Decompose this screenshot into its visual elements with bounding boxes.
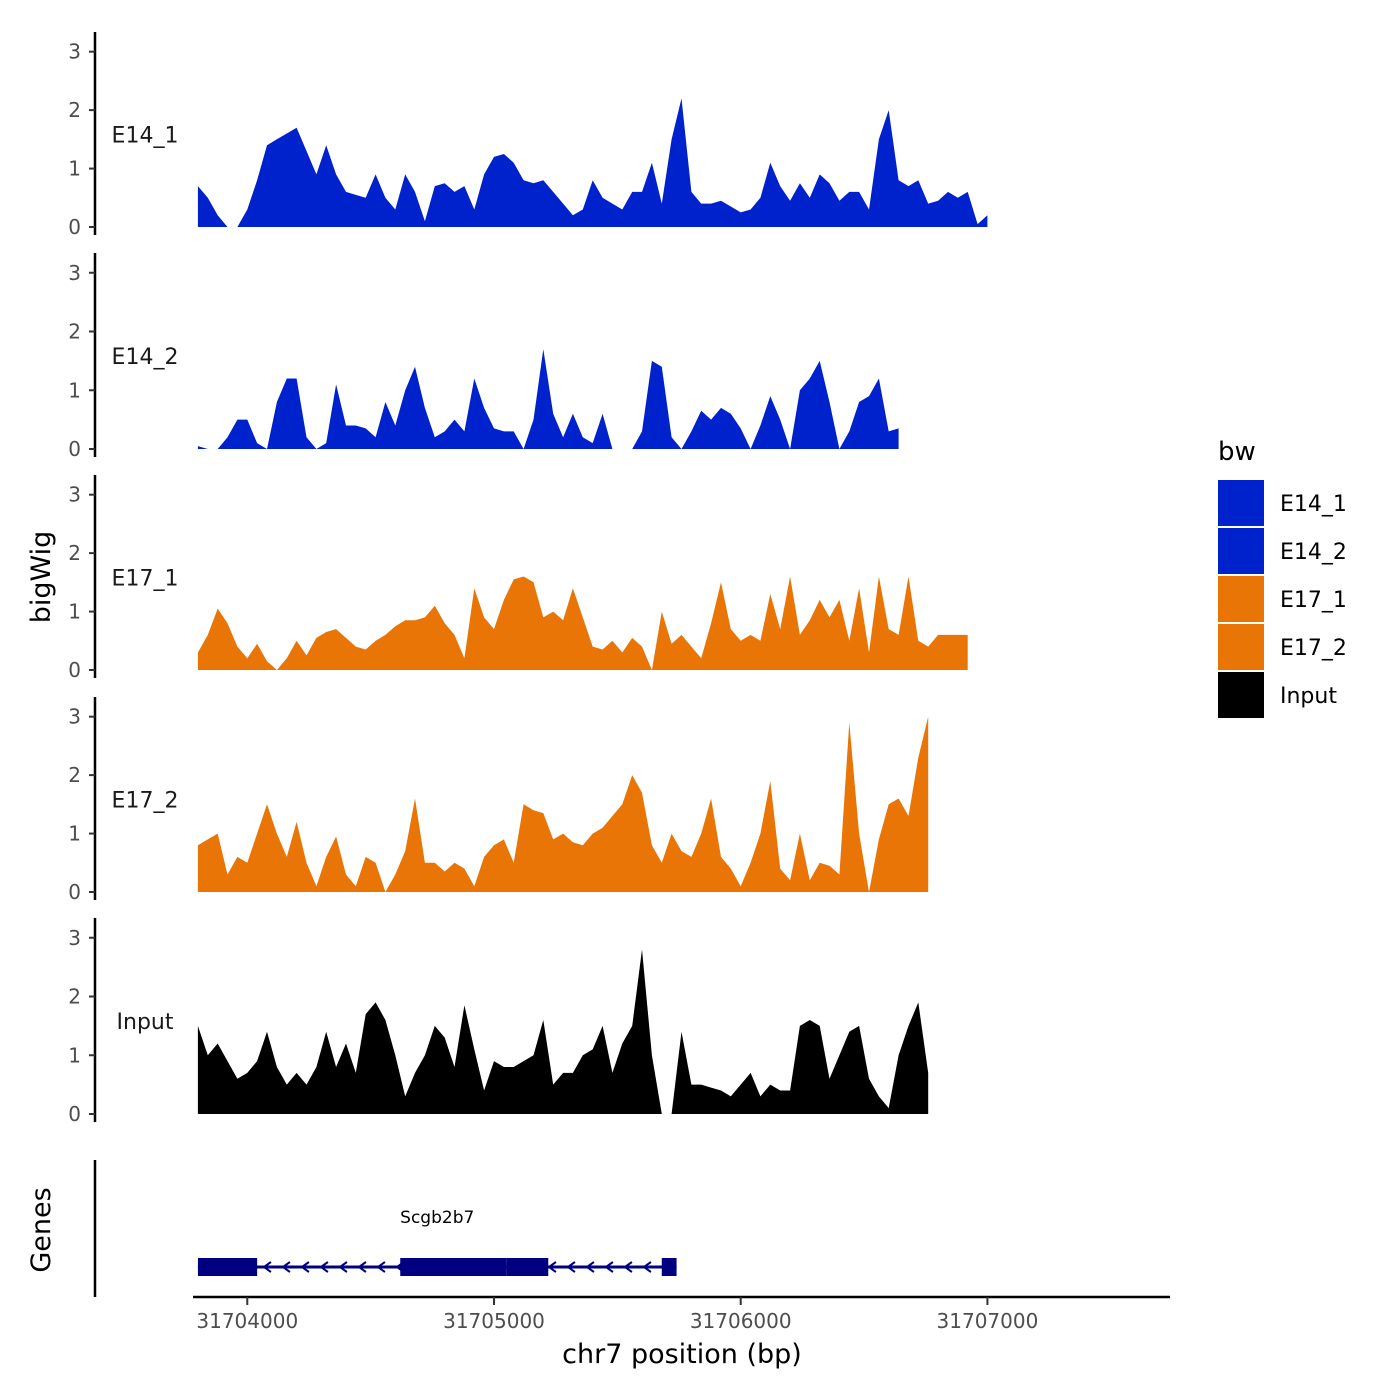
track-label-E17_2: E17_2 <box>112 789 179 814</box>
y-tick-label-Input-3: 3 <box>68 926 81 950</box>
strand-chevron <box>357 1261 367 1273</box>
strand-chevron <box>376 1261 386 1273</box>
x-tick-label-31707000: 31707000 <box>937 1309 1039 1333</box>
area-E14_2 <box>197 349 899 449</box>
area-E17_2 <box>197 716 929 892</box>
x-tick-label-31706000: 31706000 <box>690 1309 792 1333</box>
area-E14_1 <box>197 98 988 228</box>
legend-title: bw <box>1218 437 1256 467</box>
strand-chevron <box>566 1261 576 1273</box>
legend-swatch-E17_1 <box>1218 576 1264 622</box>
track-E17_2: 0 1 2 3 E17_2 <box>68 697 929 904</box>
y-tick-label-E14_2-1: 1 <box>68 378 81 402</box>
legend-label-E14_2: E14_2 <box>1280 540 1347 565</box>
genes-panel: Scgb2b7 <box>93 1160 677 1297</box>
y-tick-label-E17_2-2: 2 <box>68 763 81 787</box>
strand-chevron <box>585 1261 595 1273</box>
legend-swatch-E17_2 <box>1218 624 1264 670</box>
track-label-E17_1: E17_1 <box>112 567 179 592</box>
track-E14_2: 0 1 2 3 E14_2 <box>68 253 899 461</box>
legend-label-Input: Input <box>1280 684 1337 709</box>
legend-swatch-E14_2 <box>1218 528 1264 574</box>
y-tick-label-Input-1: 1 <box>68 1043 81 1067</box>
strand-chevron <box>604 1261 614 1273</box>
area-E17_1 <box>197 576 968 670</box>
legend: bw E14_1 E14_2 E17_1 E17_2 Input <box>1218 437 1347 718</box>
gene-Scgb2b7: Scgb2b7 <box>197 1208 677 1276</box>
legend-label-E17_1: E17_1 <box>1280 588 1347 613</box>
exon-3 <box>506 1258 549 1276</box>
strand-chevron <box>300 1261 310 1273</box>
track-label-Input: Input <box>117 1010 174 1035</box>
exon-4 <box>661 1258 677 1276</box>
x-axis: 31704000 31705000 31706000 31707000 <box>193 1295 1170 1333</box>
y-tick-label-Input-0: 0 <box>68 1102 81 1126</box>
strand-chevron <box>319 1261 329 1273</box>
y-tick-label-E14_1-3: 3 <box>68 40 81 64</box>
y-tick-label-E14_2-2: 2 <box>68 320 81 344</box>
x-tick-label-31705000: 31705000 <box>443 1309 545 1333</box>
genes-axis-title: Genes <box>26 1187 57 1272</box>
y-tick-label-E17_2-3: 3 <box>68 705 81 729</box>
legend-label-E17_2: E17_2 <box>1280 636 1347 661</box>
y-tick-label-E17_1-3: 3 <box>68 483 81 507</box>
gene-label: Scgb2b7 <box>400 1208 474 1228</box>
legend-swatch-E14_1 <box>1218 480 1264 526</box>
y-axis-title: bigWig <box>26 531 57 624</box>
exon-1 <box>197 1258 258 1276</box>
x-tick-label-31704000: 31704000 <box>196 1309 298 1333</box>
y-tick-label-E17_1-1: 1 <box>68 600 81 624</box>
y-tick-label-E14_1-2: 2 <box>68 98 81 122</box>
area-Input <box>197 949 929 1114</box>
bigwig-tracks: 0 1 2 3 E14_1 0 1 2 3 E14_2 0 1 2 3 E17_1 0 1 2 3 E17_2 0 1 2 3… <box>68 32 988 1126</box>
strand-chevron <box>642 1261 652 1273</box>
y-tick-label-E17_2-1: 1 <box>68 822 81 846</box>
x-axis-title: chr7 position (bp) <box>562 1339 802 1370</box>
y-tick-label-E17_1-2: 2 <box>68 541 81 565</box>
y-tick-label-E14_2-0: 0 <box>68 437 81 461</box>
y-tick-label-E14_1-1: 1 <box>68 157 81 181</box>
y-tick-label-E14_2-3: 3 <box>68 261 81 285</box>
track-E14_1: 0 1 2 3 E14_1 <box>68 32 988 239</box>
y-tick-label-E17_1-0: 0 <box>68 658 81 682</box>
y-tick-label-Input-2: 2 <box>68 985 81 1009</box>
y-tick-label-E14_1-0: 0 <box>68 215 81 239</box>
legend-swatch-Input <box>1218 672 1264 718</box>
exon-2 <box>400 1258 507 1276</box>
track-E17_1: 0 1 2 3 E17_1 <box>68 475 968 682</box>
strand-chevron <box>281 1261 291 1273</box>
y-tick-label-E17_2-0: 0 <box>68 880 81 904</box>
strand-chevron <box>547 1261 557 1273</box>
strand-chevron <box>262 1261 272 1273</box>
track-label-E14_1: E14_1 <box>112 124 179 149</box>
strand-chevron <box>623 1261 633 1273</box>
track-label-E14_2: E14_2 <box>112 345 179 370</box>
strand-chevron <box>338 1261 348 1273</box>
track-Input: 0 1 2 3 Input <box>68 918 929 1126</box>
legend-label-E14_1: E14_1 <box>1280 492 1347 517</box>
